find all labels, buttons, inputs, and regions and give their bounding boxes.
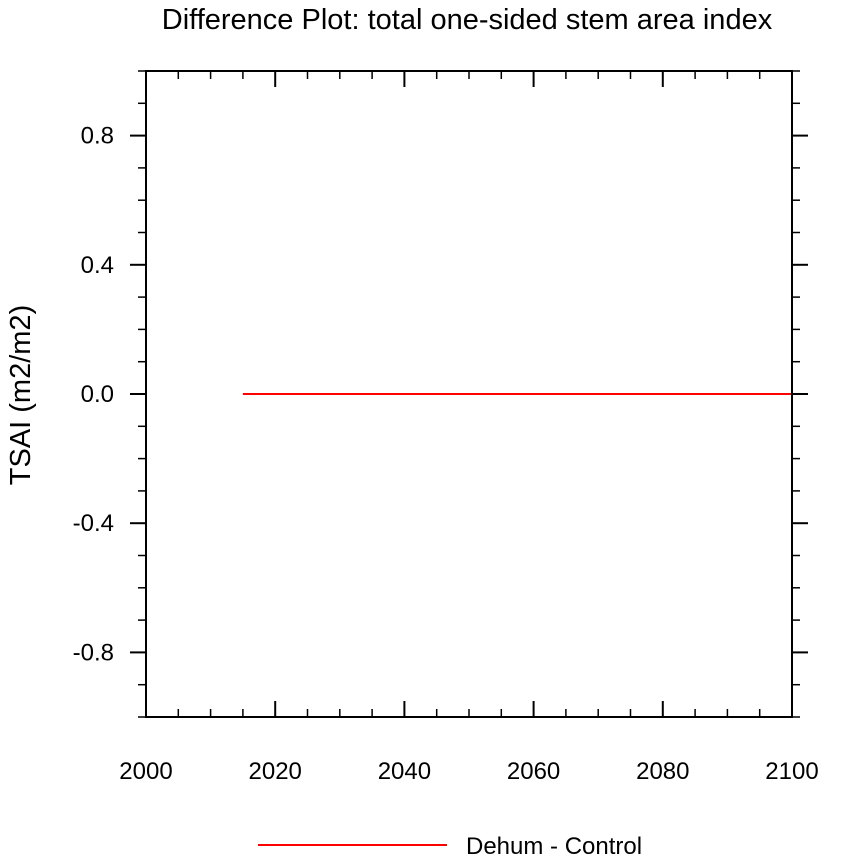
axis-tick-labels: 2000 2020 2040 2060 2080 2100 -0.8 -0.4 0.0 0.4 0.… — [73, 123, 819, 785]
y-tick-label: 0.8 — [81, 123, 114, 150]
legend-label: Dehum - Control — [466, 833, 642, 857]
y-tick-label: -0.4 — [73, 510, 114, 537]
y-axis-label: TSAI (m2/m2) — [5, 305, 37, 485]
plot-frame — [145, 70, 793, 718]
y-tick-label: 0.4 — [81, 252, 114, 279]
y-tick-label: -0.8 — [73, 639, 114, 666]
y-tick-label: 0.0 — [81, 381, 114, 408]
x-tick-label: 2000 — [119, 758, 172, 785]
x-tick-label: 2040 — [378, 758, 431, 785]
x-tick-label: 2060 — [507, 758, 560, 785]
x-tick-label: 2100 — [765, 758, 818, 785]
x-tick-label: 2020 — [249, 758, 302, 785]
chart-title: Difference Plot: total one-sided stem ar… — [162, 4, 773, 36]
legend: Dehum - Control — [258, 833, 642, 857]
x-tick-label: 2080 — [636, 758, 689, 785]
